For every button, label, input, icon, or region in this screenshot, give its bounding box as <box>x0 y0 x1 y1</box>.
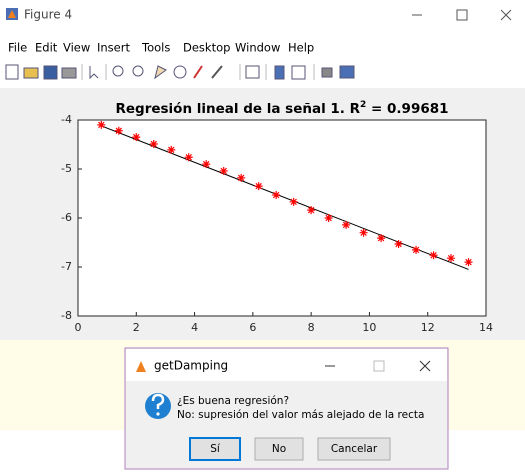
star-marker <box>254 182 263 191</box>
menu-item[interactable]: Edit <box>35 41 58 55</box>
x-tick-label: 4 <box>191 321 198 334</box>
star-marker <box>324 214 333 222</box>
dialog: getDamping ¿Es buena regresión? No: supr… <box>124 347 449 470</box>
x-tick-label: 6 <box>249 321 256 334</box>
menu-item[interactable]: Desktop <box>183 41 230 55</box>
star-marker <box>202 160 211 169</box>
x-tick-label: 0 <box>75 321 82 334</box>
y-tick-label: -5 <box>61 162 72 175</box>
menu-bar: File Edit View Insert Tools Desktop Window Help <box>8 41 314 55</box>
star-marker <box>289 197 298 206</box>
app-icon-shape <box>8 10 16 18</box>
x-tick-label: 12 <box>421 321 435 334</box>
axes-box <box>77 119 487 317</box>
plot: 0 2 4 6 8 10 12 14 -8 -7 -6 -5 -4 <box>61 113 493 334</box>
fit-line <box>101 125 469 270</box>
dialog-titlebar <box>126 349 447 381</box>
star-marker <box>342 220 351 229</box>
star-marker <box>132 133 141 142</box>
star-marker <box>167 145 176 154</box>
star-marker <box>359 228 368 237</box>
star-marker <box>149 140 158 149</box>
x-tick-label: 8 <box>308 321 315 334</box>
star-marker <box>184 153 193 162</box>
menu-item[interactable]: Help <box>288 41 314 55</box>
button[interactable] <box>317 437 391 461</box>
menu-item[interactable]: File <box>8 41 27 55</box>
dialog-title: getDamping <box>154 359 228 373</box>
title-main: Regresión lineal de la señal 1. R <box>115 101 360 117</box>
button[interactable] <box>189 437 241 461</box>
menu-item[interactable]: Tools <box>141 41 170 55</box>
question-dot <box>156 412 160 416</box>
dialog-maximize <box>373 360 385 372</box>
dialog-message: ¿Es buena regresión? <box>177 395 289 407</box>
dialog-message: No: supresión del valor más alejado de l… <box>177 409 424 421</box>
star-marker <box>429 251 438 260</box>
x-tick-label: 14 <box>479 321 493 334</box>
menu-item[interactable]: View <box>63 41 90 55</box>
window-title: Figure 4 <box>24 8 72 22</box>
question-mark <box>151 393 165 409</box>
menu-item[interactable]: Window <box>235 41 280 55</box>
star-marker <box>464 258 473 267</box>
chart-title: Regresión lineal de la señal 1. R2 = 0.9… <box>115 100 448 118</box>
button-label[interactable]: Cancelar <box>331 443 378 455</box>
star-marker <box>237 173 246 182</box>
x-tick-label: 2 <box>133 321 140 334</box>
star-marker <box>377 234 386 243</box>
button-label[interactable]: Sí <box>210 443 221 455</box>
title-sup: 2 <box>360 100 366 110</box>
star-marker <box>412 245 421 254</box>
toolbar <box>5 64 355 80</box>
star-marker <box>97 120 106 129</box>
maximize[interactable] <box>456 9 468 21</box>
star-marker <box>447 254 456 263</box>
y-tick-label: -8 <box>61 309 72 322</box>
y-tick-label: -4 <box>61 113 72 126</box>
star-marker <box>219 166 228 175</box>
y-tick-label: -7 <box>61 260 72 273</box>
menu-item[interactable]: Insert <box>97 41 130 55</box>
star-marker <box>394 239 403 248</box>
star-marker <box>272 190 281 199</box>
star-marker <box>114 126 123 135</box>
title-end: = 0.99681 <box>366 101 448 117</box>
star-marker <box>307 206 316 215</box>
button[interactable] <box>254 437 304 461</box>
button-label[interactable]: No <box>272 443 286 455</box>
x-tick-label: 10 <box>362 321 376 334</box>
y-tick-label: -6 <box>61 211 72 224</box>
close[interactable] <box>500 9 512 21</box>
dialog-icon <box>136 361 146 372</box>
dialog-close[interactable] <box>419 360 431 372</box>
